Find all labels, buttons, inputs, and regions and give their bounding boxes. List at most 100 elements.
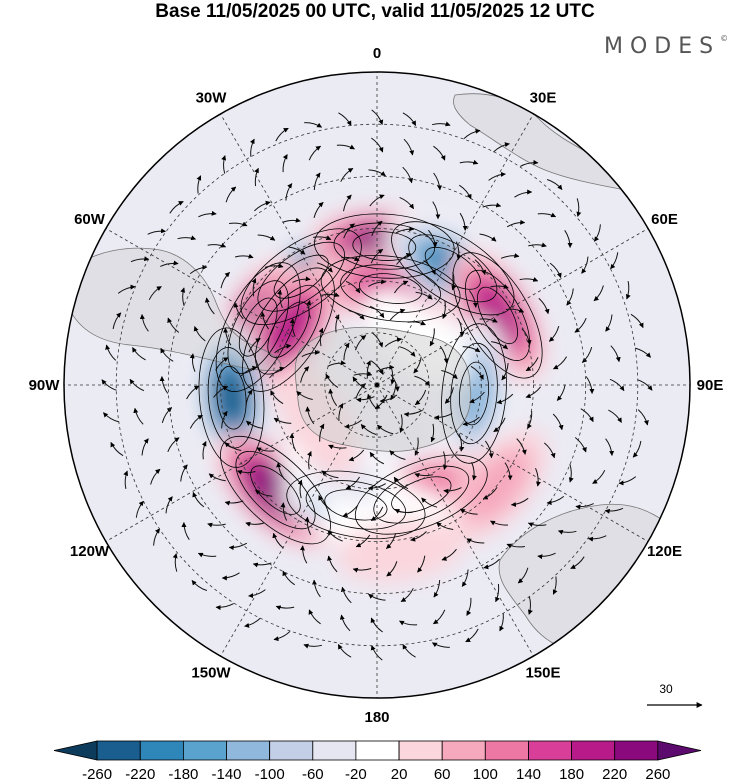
wind-arrow xyxy=(222,327,232,346)
wind-arrow xyxy=(376,364,395,373)
wind-arrow xyxy=(442,300,447,319)
wind-arrow xyxy=(117,284,136,294)
wind-arrow xyxy=(407,320,426,326)
wind-arrow xyxy=(483,558,500,570)
wind-arrow xyxy=(390,365,396,385)
contour-ring xyxy=(354,454,488,535)
longitude-label: 60E xyxy=(651,211,678,228)
wind-arrow xyxy=(245,521,264,527)
wind-arrow xyxy=(399,346,416,357)
wind-arrow xyxy=(132,347,146,361)
wind-arrow xyxy=(370,645,383,661)
colorbar-tick-label: -20 xyxy=(345,766,367,783)
wind-arrow xyxy=(585,376,595,394)
wind-arrow xyxy=(510,497,529,507)
wind-arrow xyxy=(403,138,415,156)
wind-arrow xyxy=(535,467,541,487)
wind-arrow xyxy=(517,567,529,584)
wind-arrow xyxy=(277,289,283,308)
wind-arrow xyxy=(220,272,230,289)
wind-arrow xyxy=(338,403,344,422)
wind-arrow xyxy=(414,437,420,456)
wind-arrow xyxy=(581,346,593,363)
wind-arrow xyxy=(215,357,229,371)
map-disc xyxy=(64,72,690,698)
wind-arrow xyxy=(403,410,423,417)
wind-arrow xyxy=(123,470,129,490)
wind-arrow xyxy=(327,360,346,367)
wind-arrow xyxy=(433,172,443,191)
wind-arrow xyxy=(301,349,320,358)
wind-arrow xyxy=(251,278,257,297)
wind-arrow xyxy=(459,508,478,515)
contour-ring xyxy=(238,297,278,357)
wind-arrow xyxy=(198,210,217,218)
wind-arrow xyxy=(519,277,539,282)
wind-arrow xyxy=(160,347,174,362)
wind-arrow xyxy=(543,442,556,459)
longitude-label: 150E xyxy=(525,665,560,682)
longitude-label: 150W xyxy=(191,665,231,682)
wind-arrow xyxy=(462,346,481,353)
colorbar-tick-label: -60 xyxy=(302,766,324,783)
contour-ring xyxy=(257,241,345,312)
contour-ring xyxy=(452,252,543,379)
wind-arrow xyxy=(130,256,150,263)
wind-arrow xyxy=(366,393,378,410)
wind-arrow xyxy=(369,194,385,207)
wind-arrow xyxy=(161,407,173,424)
contour-ring xyxy=(333,222,436,270)
wind-arrow xyxy=(244,617,261,628)
contour-ring xyxy=(227,280,289,374)
wind-arrow xyxy=(276,462,285,480)
wind-arrow xyxy=(337,644,352,658)
wind-arrow xyxy=(625,280,631,300)
wind-arrow xyxy=(325,373,339,388)
wind-arrow xyxy=(192,491,205,508)
wind-arrow xyxy=(300,366,310,383)
wind-arrow xyxy=(546,179,563,190)
wind-arrow xyxy=(466,597,472,616)
wind-arrow xyxy=(527,596,533,615)
wind-arrow xyxy=(399,620,418,626)
contour-ring xyxy=(320,255,461,323)
wind-arrow xyxy=(574,437,587,453)
colorbar-segment xyxy=(139,740,184,761)
contour-ring xyxy=(441,323,507,464)
wind-arrow xyxy=(180,464,188,482)
wind-arrow xyxy=(328,388,338,407)
wind-arrow xyxy=(224,500,244,506)
wind-arrow xyxy=(439,345,449,364)
wind-arrow xyxy=(399,414,405,433)
wind-arrow xyxy=(245,389,253,407)
colorbar-tick-label: 260 xyxy=(645,766,670,783)
wind-arrow xyxy=(355,534,371,548)
wind-arrow xyxy=(414,473,434,478)
wind-arrow xyxy=(105,344,117,361)
wind-arrow xyxy=(618,476,637,486)
wind-arrow xyxy=(368,169,386,177)
wind-arrow xyxy=(610,345,621,363)
brand-mark: © xyxy=(720,34,729,43)
wind-arrow xyxy=(394,508,413,514)
colorbar-segment xyxy=(312,740,357,761)
contour-ring xyxy=(216,365,247,430)
parallel xyxy=(220,228,534,542)
wind-arrow xyxy=(308,609,321,625)
colorbar: -260 -220 -180 -140 -100 -60 -20 20 60 100 140 180 2… xyxy=(53,740,702,783)
wind-arrow xyxy=(548,325,560,342)
wind-arrow xyxy=(570,556,585,569)
wind-arrow xyxy=(500,253,520,259)
wind-arrow xyxy=(552,576,558,595)
wind-arrow xyxy=(254,200,271,212)
wind-arrow xyxy=(451,271,457,291)
colorbar-tick-label: 140 xyxy=(516,766,541,783)
graticule xyxy=(64,72,690,698)
wind-arrow xyxy=(321,470,339,479)
wind-arrow xyxy=(474,259,487,276)
wind-arrow xyxy=(459,212,468,231)
wind-arrow xyxy=(396,252,412,265)
wind-arrow xyxy=(455,241,462,261)
wind-arrow xyxy=(369,305,385,319)
